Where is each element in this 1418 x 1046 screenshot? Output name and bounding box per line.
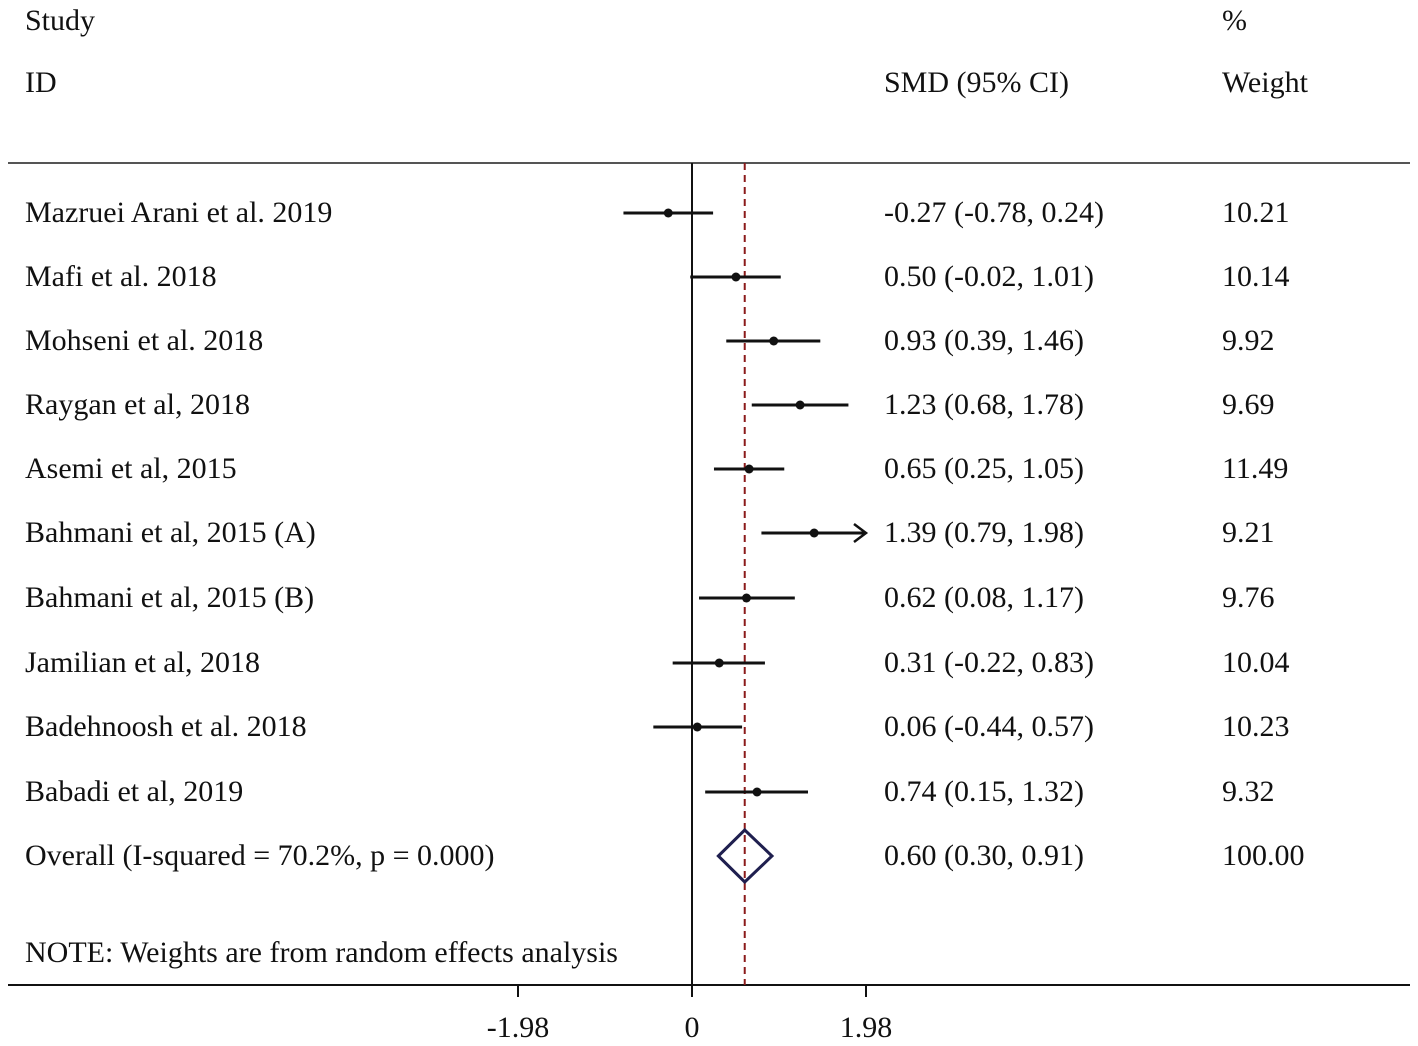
point-estimate: [741, 593, 751, 603]
study-label: Jamilian et al, 2018: [25, 646, 260, 679]
overall-weight: 100.00: [1222, 839, 1305, 872]
point-estimate: [692, 722, 702, 732]
header-id: ID: [25, 66, 57, 99]
study-weight: 10.21: [1222, 196, 1290, 229]
point-estimate: [744, 464, 754, 474]
study-ci: 1.23 (0.68, 1.78): [884, 388, 1084, 421]
study-weight: 9.76: [1222, 581, 1275, 614]
point-estimate: [663, 208, 673, 218]
point-estimate: [769, 336, 779, 346]
header-weight: Weight: [1222, 66, 1308, 99]
study-ci: 0.06 (-0.44, 0.57): [884, 710, 1094, 743]
study-weight: 10.23: [1222, 710, 1290, 743]
study-weight: 11.49: [1222, 452, 1289, 485]
study-label: Mohseni et al. 2018: [25, 324, 264, 357]
point-estimate: [714, 658, 724, 668]
study-weight: 9.69: [1222, 388, 1275, 421]
overall-label: Overall (I-squared = 70.2%, p = 0.000): [25, 839, 495, 872]
point-estimate: [752, 787, 762, 797]
study-label: Mafi et al. 2018: [25, 260, 217, 293]
study-ci: 1.39 (0.79, 1.98): [884, 516, 1084, 549]
x-tick-label: -1.98: [486, 1011, 550, 1044]
study-weight: 9.92: [1222, 324, 1275, 357]
point-estimate: [731, 272, 741, 282]
study-label: Raygan et al, 2018: [25, 388, 250, 421]
study-weight: 10.14: [1222, 260, 1290, 293]
header-study: Study: [25, 4, 96, 37]
study-ci: 0.74 (0.15, 1.32): [884, 775, 1084, 808]
footnote: NOTE: Weights are from random effects an…: [25, 936, 618, 969]
point-estimate: [795, 400, 805, 410]
study-label: Bahmani et al, 2015 (B): [25, 581, 315, 614]
study-weight: 9.21: [1222, 516, 1275, 549]
study-ci: 0.93 (0.39, 1.46): [884, 324, 1084, 357]
study-ci: -0.27 (-0.78, 0.24): [884, 196, 1104, 229]
study-weight: 10.04: [1222, 646, 1290, 679]
study-label: Asemi et al, 2015: [25, 452, 237, 485]
x-tick-label: 0: [684, 1011, 700, 1044]
study-ci: 0.31 (-0.22, 0.83): [884, 646, 1094, 679]
study-ci: 0.50 (-0.02, 1.01): [884, 260, 1094, 293]
ci-arrow: [853, 523, 869, 543]
header-percent: %: [1222, 4, 1247, 37]
overall-diamond: [716, 827, 775, 885]
study-weight: 9.32: [1222, 775, 1275, 808]
study-ci: 0.65 (0.25, 1.05): [884, 452, 1084, 485]
overall-ci: 0.60 (0.30, 0.91): [884, 839, 1084, 872]
x-tick-label: 1.98: [839, 1011, 893, 1044]
study-label: Mazruei Arani et al. 2019: [25, 196, 333, 229]
point-estimate: [809, 528, 819, 538]
study-label: Babadi et al, 2019: [25, 775, 244, 808]
study-ci: 0.62 (0.08, 1.17): [884, 581, 1084, 614]
study-label: Bahmani et al, 2015 (A): [25, 516, 316, 549]
study-label: Badehnoosh et al. 2018: [25, 710, 307, 743]
header-effect-label: SMD (95% CI): [884, 66, 1069, 99]
